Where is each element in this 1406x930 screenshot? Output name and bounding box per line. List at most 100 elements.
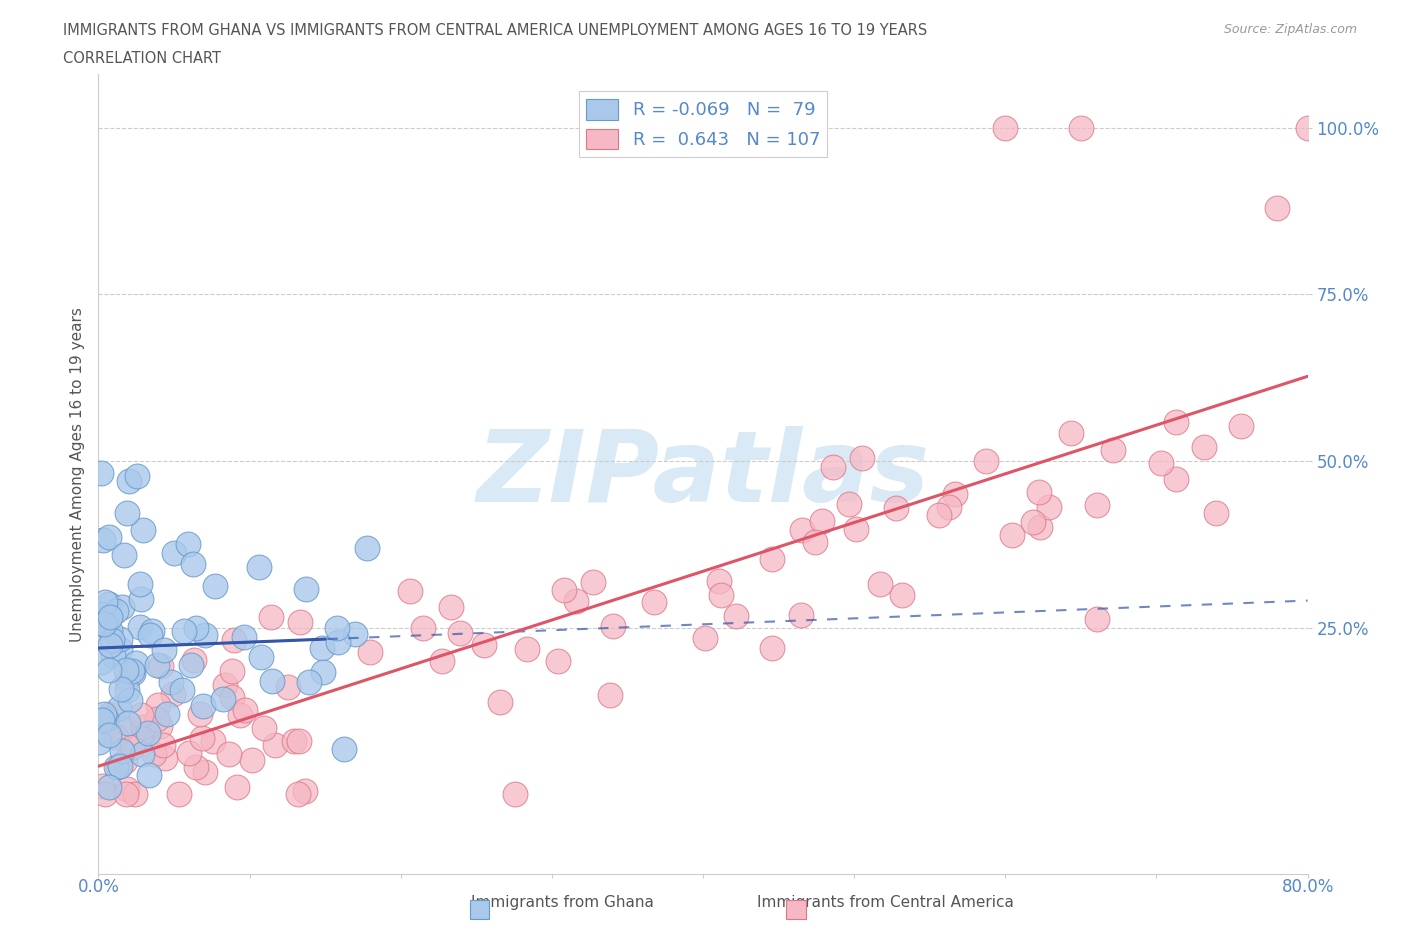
Point xyxy=(643,595,665,610)
Text: IMMIGRANTS FROM GHANA VS IMMIGRANTS FROM CENTRAL AMERICA UNEMPLOYMENT AMONG AGES: IMMIGRANTS FROM GHANA VS IMMIGRANTS FROM… xyxy=(63,23,928,38)
Text: 80.0%: 80.0% xyxy=(1281,878,1334,896)
Point xyxy=(851,450,873,465)
Point xyxy=(553,582,575,597)
Point xyxy=(159,674,181,689)
Point xyxy=(1164,472,1187,486)
Point xyxy=(823,459,845,474)
Point xyxy=(194,628,217,643)
Point xyxy=(1164,415,1187,430)
Point xyxy=(1028,485,1050,499)
Point xyxy=(202,734,225,749)
Point xyxy=(211,692,233,707)
Point xyxy=(183,653,205,668)
Point xyxy=(295,581,318,596)
Point xyxy=(98,707,121,722)
Point xyxy=(938,499,960,514)
Point xyxy=(94,594,117,609)
Point xyxy=(138,768,160,783)
Point xyxy=(145,711,167,726)
Point xyxy=(326,634,349,649)
Point xyxy=(115,787,138,802)
Point xyxy=(180,658,202,672)
Point xyxy=(1059,426,1081,441)
Point xyxy=(108,631,131,646)
Point xyxy=(276,679,298,694)
Point xyxy=(222,632,245,647)
Point xyxy=(94,618,117,632)
Point xyxy=(1085,611,1108,626)
Point xyxy=(1267,200,1289,215)
Point xyxy=(489,695,512,710)
Point xyxy=(761,551,783,566)
Point xyxy=(152,737,174,752)
Point xyxy=(298,675,321,690)
Point xyxy=(156,707,179,722)
Point xyxy=(112,721,135,736)
Point xyxy=(162,686,184,701)
Point xyxy=(93,787,115,802)
Point xyxy=(104,604,127,618)
Point xyxy=(356,540,378,555)
Point xyxy=(260,673,283,688)
Point xyxy=(288,615,311,630)
Point xyxy=(790,607,813,622)
Point xyxy=(90,466,112,481)
Point xyxy=(1070,120,1092,135)
Point xyxy=(974,453,997,468)
Point xyxy=(1194,439,1216,454)
Point xyxy=(117,505,139,520)
Point xyxy=(152,643,174,658)
Point xyxy=(93,707,115,722)
Point xyxy=(149,719,172,734)
Point xyxy=(344,627,367,642)
Legend: R = -0.069   N =  79, R =  0.643   N = 107: R = -0.069 N = 79, R = 0.643 N = 107 xyxy=(578,91,828,156)
Point xyxy=(884,501,907,516)
Point xyxy=(232,630,254,644)
Point xyxy=(761,641,783,656)
Point xyxy=(1150,456,1173,471)
Point xyxy=(184,621,207,636)
Point xyxy=(117,673,139,688)
Point xyxy=(141,624,163,639)
Point xyxy=(124,787,146,802)
Text: 0.0%: 0.0% xyxy=(77,878,120,896)
Point xyxy=(516,642,538,657)
Point xyxy=(547,654,569,669)
Point xyxy=(122,665,145,680)
Point xyxy=(97,597,120,612)
Point xyxy=(810,514,832,529)
Point xyxy=(928,508,950,523)
Point xyxy=(221,664,243,679)
Point xyxy=(1029,519,1052,534)
Point xyxy=(117,715,139,730)
Point xyxy=(191,698,214,713)
Point xyxy=(845,521,868,536)
Point xyxy=(710,588,733,603)
Point xyxy=(250,649,273,664)
Point xyxy=(1101,443,1123,458)
Point xyxy=(229,708,252,723)
Point xyxy=(184,759,207,774)
Point xyxy=(240,752,263,767)
Point xyxy=(792,523,814,538)
Point xyxy=(136,726,159,741)
Point xyxy=(709,574,731,589)
Point xyxy=(177,746,200,761)
Point xyxy=(101,648,124,663)
Point xyxy=(472,637,495,652)
Point xyxy=(129,592,152,607)
Point xyxy=(143,747,166,762)
Point xyxy=(98,609,121,624)
Point xyxy=(131,729,153,744)
Point xyxy=(803,535,825,550)
Point xyxy=(98,637,121,652)
Point xyxy=(153,751,176,765)
Point xyxy=(129,619,152,634)
Text: CORRELATION CHART: CORRELATION CHART xyxy=(63,51,221,66)
Point xyxy=(399,584,422,599)
Point xyxy=(190,730,212,745)
Point xyxy=(105,760,128,775)
Point xyxy=(114,753,136,768)
Point xyxy=(110,681,132,696)
Point xyxy=(287,787,309,802)
